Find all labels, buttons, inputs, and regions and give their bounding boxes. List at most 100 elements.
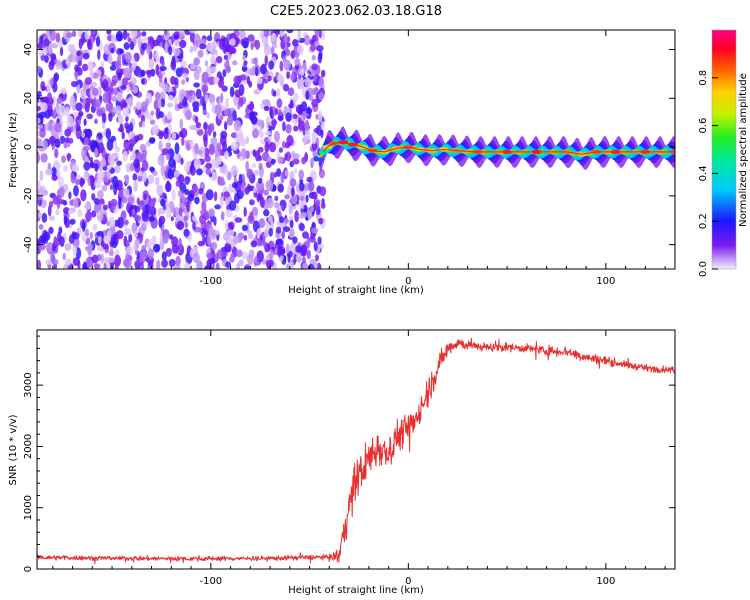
spectrogram-noise-cell (308, 39, 315, 45)
spectrogram-noise-cell (291, 159, 300, 165)
colorbar-label: Normalized spectral amplitude (738, 73, 749, 227)
spectrogram-noise-cell (239, 30, 246, 40)
spectrogram-noise-cell (168, 158, 176, 168)
spectrogram-noise-cell (101, 170, 105, 178)
spectrogram-noise-cell (236, 189, 244, 200)
colorbar: 0.0 0.2 0.4 0.6 0.8 Normalized spectral ampl… (698, 29, 749, 277)
colorbar-tick-label: 0.4 (698, 165, 709, 181)
spectrogram-noise-cell (229, 112, 233, 119)
spectrogram-noise-cell (279, 60, 284, 72)
spectrogram-noise-cell (73, 185, 79, 197)
spectrogram-noise-cell (180, 60, 188, 68)
spectrogram-noise-cell (167, 94, 174, 101)
spectrogram-noise-cell (72, 245, 77, 256)
spectrogram-noise-cell (111, 33, 116, 44)
spectrogram-noise-cell (141, 245, 147, 252)
spectrogram-noise-cell (318, 77, 324, 87)
spectrogram-noise-cell (147, 36, 154, 42)
spectrogram-noise-cell (141, 78, 145, 85)
spectrogram-noise-cell (134, 239, 140, 247)
spectrogram-noise-cell (76, 50, 82, 57)
spectrogram-noise-cell (235, 129, 244, 138)
spectrogram-noise-cell (271, 36, 277, 43)
snr-point (466, 344, 469, 347)
spectrogram-noise-cell (166, 112, 172, 120)
spectrogram-noise-cell (214, 204, 222, 210)
spectrogram-noise-cell (249, 101, 254, 112)
spectrogram-noise-cell (239, 74, 247, 81)
spectrogram-noise-cell (160, 164, 165, 177)
spectrogram-noise-cell (192, 221, 196, 231)
spectrogram-noise-cell (50, 53, 57, 61)
spectrogram-noise-cell (69, 95, 76, 108)
spectrogram-noise-cell (72, 197, 79, 209)
spectrogram-noise-cell (47, 124, 52, 132)
spectrogram-noise-cell (205, 222, 210, 231)
spectrogram-noise-cell (164, 30, 168, 36)
spectrogram-noise-cell (288, 205, 293, 215)
spectrogram-noise-cell (257, 177, 263, 184)
spectrogram-noise-cell (72, 164, 80, 173)
spectrogram-noise-cell (102, 92, 110, 104)
spectrogram-noise-cell (80, 90, 87, 100)
spectrogram-noise-cell (201, 231, 206, 238)
spectrogram-ytick-label: 0 (23, 144, 34, 150)
spectrogram-noise-cell (92, 97, 97, 109)
spectrogram-noise-cell (110, 79, 117, 87)
spectrogram-noise-cell (293, 125, 299, 132)
spectrogram-noise-cell (223, 191, 231, 198)
spectrogram-noise-cell (54, 148, 59, 159)
spectrogram-noise-cell (52, 109, 56, 118)
spectrogram-noise-cell (68, 43, 76, 54)
spectrogram-noise-cell (225, 199, 230, 206)
spectrogram-noise-cell (167, 102, 174, 108)
spectrogram-noise-cell (92, 87, 99, 96)
spectrogram-noise-cell (313, 261, 318, 269)
spectrogram-noise-cell (285, 151, 292, 162)
spectrogram-xtick-label: 0 (405, 276, 411, 287)
spectrogram-noise-cell (67, 209, 75, 215)
spectrogram-noise-cell (69, 218, 76, 225)
spectrogram-noise-cell (122, 196, 128, 204)
spectrogram-noise-cell (140, 69, 146, 77)
snr-point (397, 433, 400, 436)
spectrogram-noise-cell (121, 131, 125, 140)
spectrogram-noise-cell (116, 179, 123, 191)
spectrogram-noise-cell (184, 221, 189, 229)
spectrogram-noise-cell (247, 34, 255, 42)
spectrogram-noise-cell (238, 259, 244, 267)
spectrogram-noise-cell (205, 168, 211, 176)
spectrogram-noise-cell (96, 109, 104, 117)
spectrogram-noise-cell (226, 65, 231, 74)
spectrogram-noise-cell (72, 236, 80, 249)
spectrogram-noise-cell (202, 109, 208, 116)
spectrogram-noise-cell (219, 197, 224, 209)
spectrogram-noise-cell (165, 180, 171, 192)
spectrogram-noise-cell (37, 138, 43, 150)
spectrogram-noise-cell (124, 257, 132, 269)
spectrogram-noise-cell (227, 237, 232, 245)
spectrogram-noise-cell (311, 191, 318, 200)
spectrogram-noise-cell (114, 249, 120, 257)
spectrogram-noise-cell (71, 81, 78, 88)
spectrogram-noise-cell (314, 30, 321, 36)
spectrogram-noise-cell (198, 149, 203, 155)
spectrogram-noise-cell (40, 102, 48, 112)
spectrogram-noise-cell (107, 257, 115, 263)
spectrogram-noise-cell (224, 168, 229, 176)
spectrogram-noise-cell (81, 132, 86, 139)
spectrogram-noise-cell (101, 184, 108, 192)
spectrogram-noise-cell (171, 132, 177, 140)
spectrogram-noise-cell (165, 247, 172, 257)
spectrogram-noise-cell (65, 258, 72, 266)
spectrogram-noise-cell (181, 79, 186, 85)
spectrogram-noise-cell (305, 194, 309, 203)
spectrogram-noise-cell (303, 205, 308, 213)
spectrogram-noise-cell (253, 57, 258, 65)
spectrogram-noise-cell (253, 169, 260, 176)
spectrogram-noise-cell (320, 202, 326, 209)
spectrogram-noise-cell (238, 97, 244, 107)
spectrogram-noise-cell (206, 189, 214, 201)
spectrogram-noise-cell (223, 54, 228, 61)
spectrogram-noise-cell (259, 131, 264, 139)
